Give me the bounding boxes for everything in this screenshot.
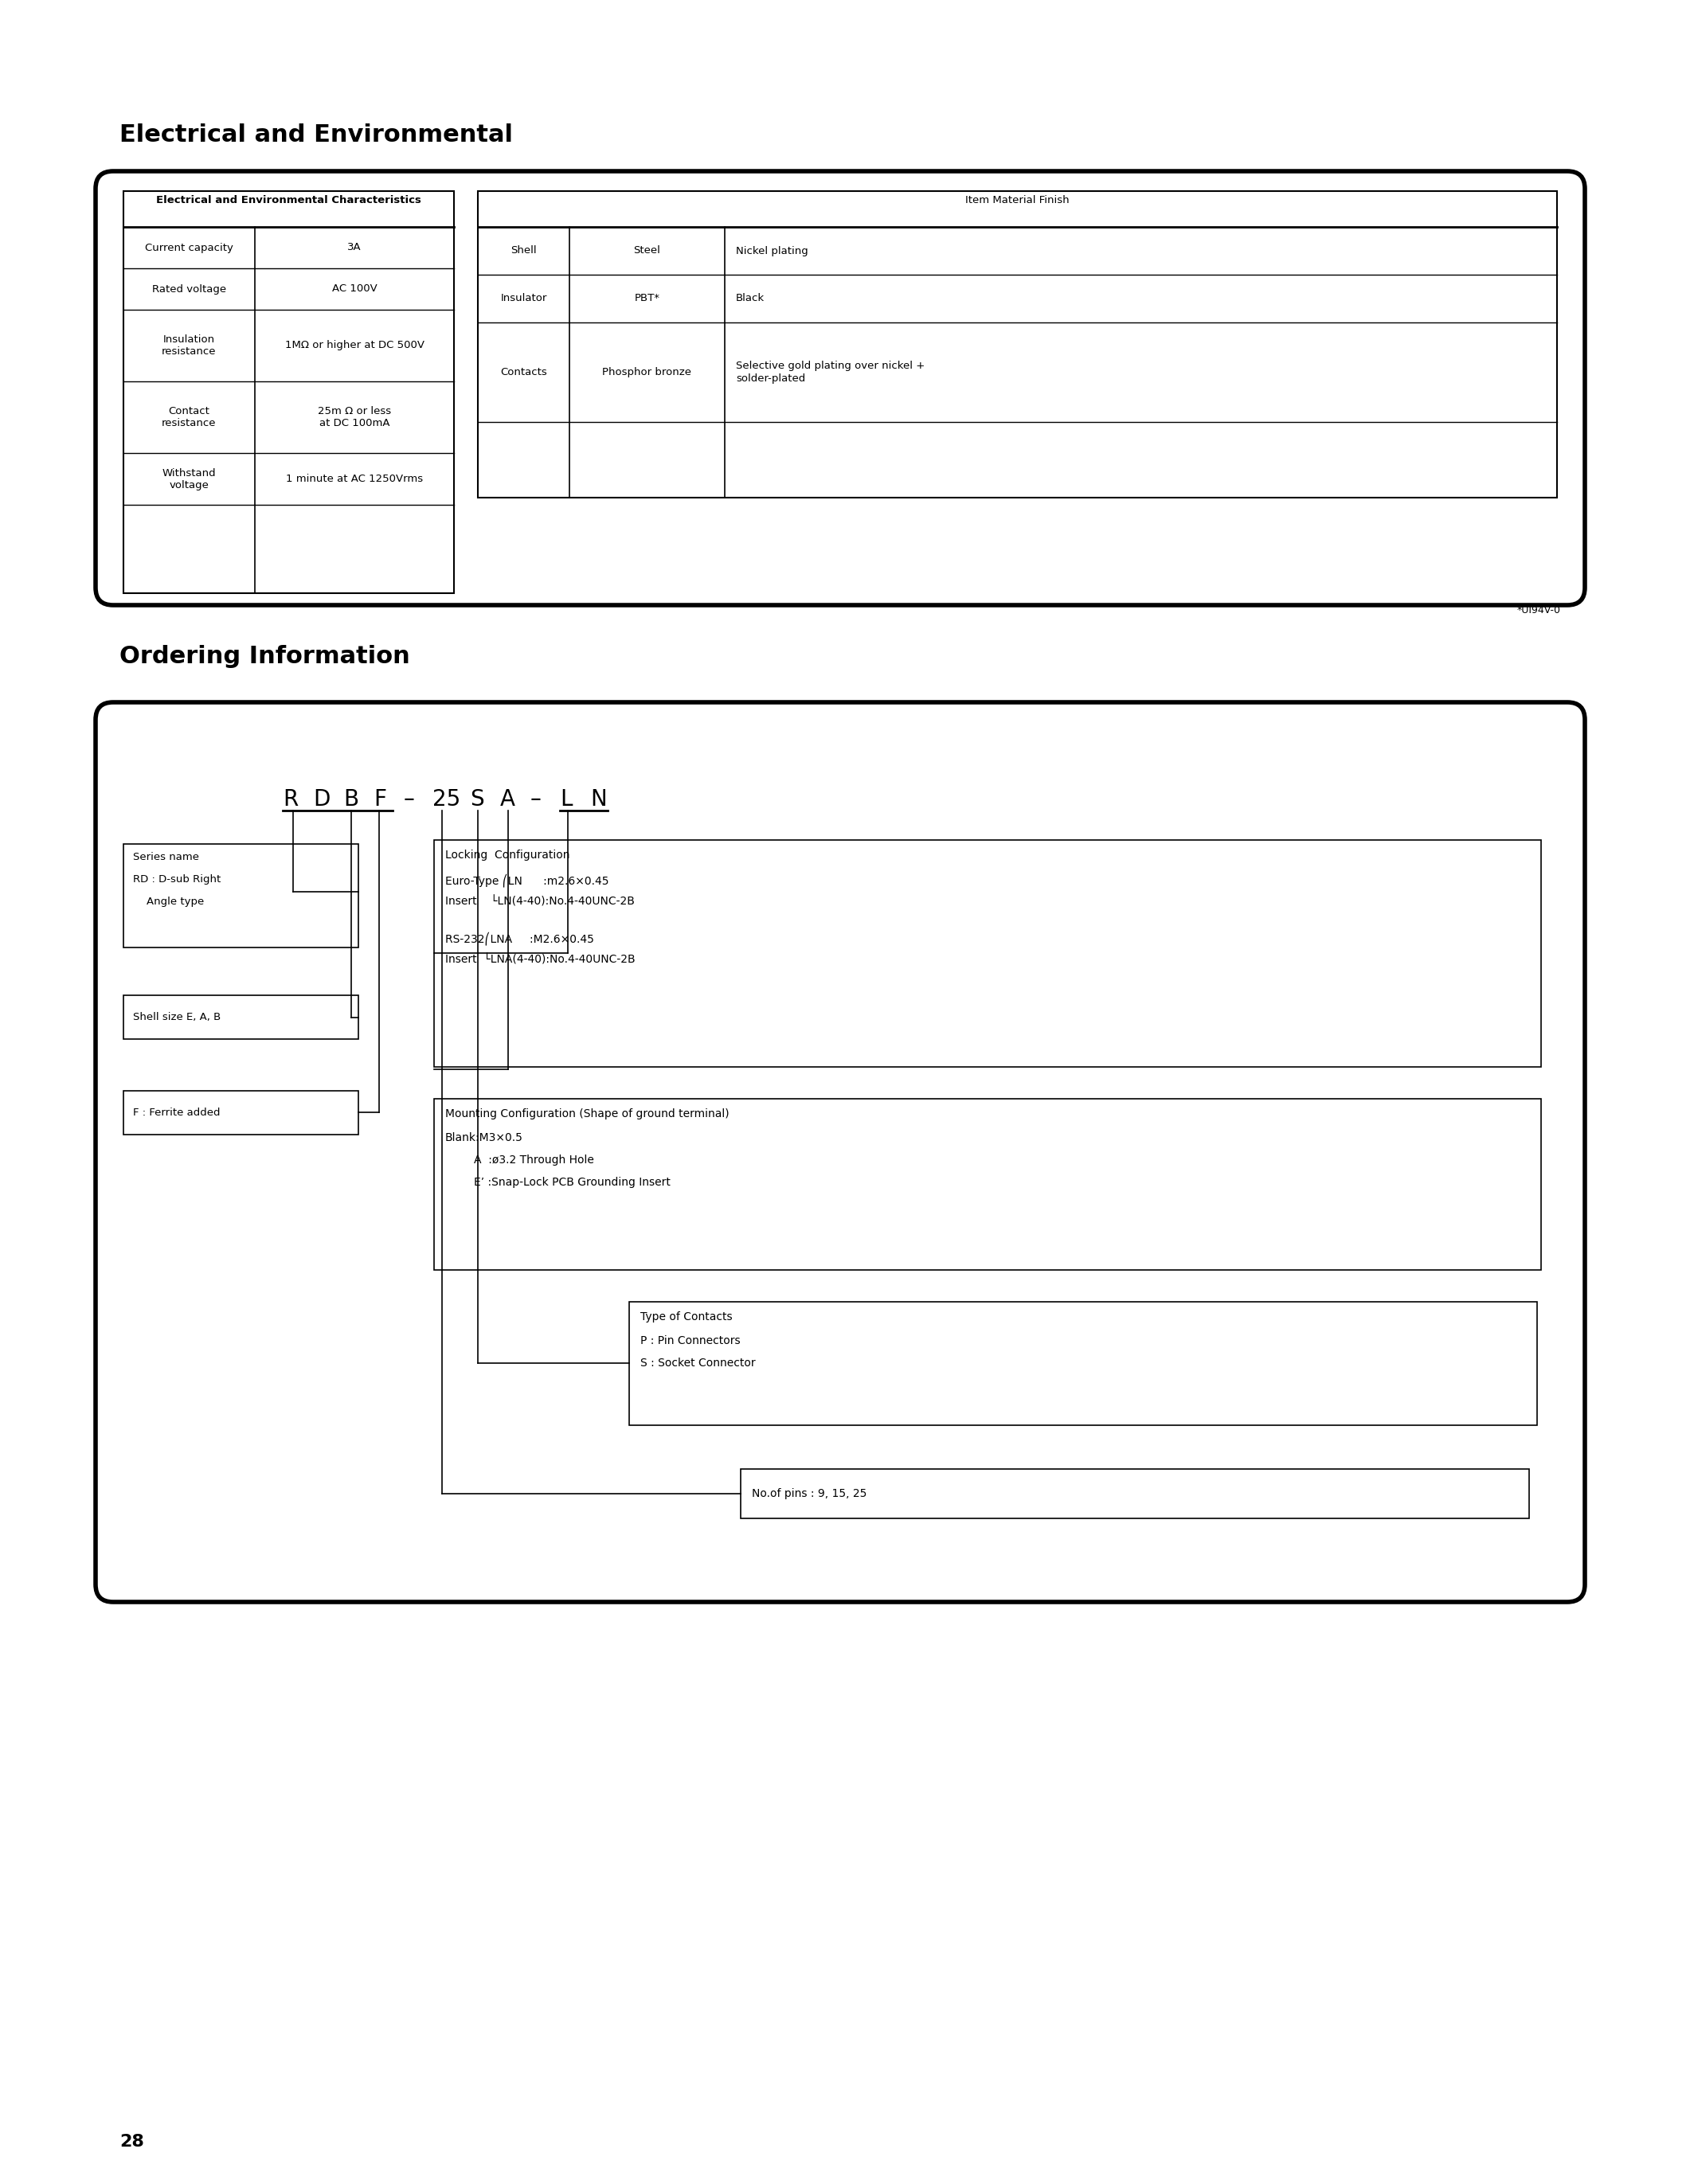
Text: RS-232⎛LNA     :M2.6×0.45: RS-232⎛LNA :M2.6×0.45 <box>444 933 593 946</box>
Text: Insert    └LN(4-40):No.4-40UNC-2B: Insert └LN(4-40):No.4-40UNC-2B <box>444 895 635 906</box>
Text: PBT*: PBT* <box>634 293 659 304</box>
Text: A  :ø3.2 Through Hole: A :ø3.2 Through Hole <box>473 1155 593 1166</box>
Text: 1 minute at AC 1250Vrms: 1 minute at AC 1250Vrms <box>286 474 422 485</box>
Text: Contacts: Contacts <box>500 367 548 378</box>
Bar <box>434 841 1541 1068</box>
Text: Euro-Type ⎛LN      :m2.6×0.45: Euro-Type ⎛LN :m2.6×0.45 <box>444 874 608 887</box>
Text: Item Material Finish: Item Material Finish <box>965 194 1070 205</box>
Text: F : Ferrite added: F : Ferrite added <box>134 1107 220 1118</box>
Text: 3A: 3A <box>348 242 362 253</box>
Text: F: F <box>373 788 387 810</box>
FancyBboxPatch shape <box>96 170 1585 605</box>
Text: RD : D-sub Right: RD : D-sub Right <box>134 874 221 885</box>
Bar <box>123 190 455 594</box>
Text: Ordering Information: Ordering Information <box>120 644 411 668</box>
Text: Electrical and Environmental Characteristics: Electrical and Environmental Characteris… <box>155 194 421 205</box>
Text: Contact
resistance: Contact resistance <box>162 406 216 428</box>
Bar <box>123 1090 358 1136</box>
Text: L: L <box>559 788 573 810</box>
Text: S: S <box>470 788 483 810</box>
Bar <box>740 1470 1529 1518</box>
Text: Selective gold plating over nickel +
solder-plated: Selective gold plating over nickel + sol… <box>735 360 924 384</box>
Text: –: – <box>531 788 541 810</box>
Text: AC 100V: AC 100V <box>331 284 377 295</box>
Text: 28: 28 <box>120 2134 144 2149</box>
Text: Shell size E, A, B: Shell size E, A, B <box>134 1011 221 1022</box>
Text: Current capacity: Current capacity <box>145 242 233 253</box>
Text: P : Pin Connectors: P : Pin Connectors <box>641 1334 740 1345</box>
Text: Mounting Configuration (Shape of ground terminal): Mounting Configuration (Shape of ground … <box>444 1107 728 1120</box>
Text: Series name: Series name <box>134 852 199 863</box>
Text: E’ :Snap-Lock PCB Grounding Insert: E’ :Snap-Lock PCB Grounding Insert <box>473 1177 671 1188</box>
Text: B: B <box>343 788 358 810</box>
Text: Angle type: Angle type <box>134 895 204 906</box>
Text: Black: Black <box>735 293 764 304</box>
Text: Locking  Configuration: Locking Configuration <box>444 850 570 860</box>
Text: N: N <box>590 788 607 810</box>
Text: 1MΩ or higher at DC 500V: 1MΩ or higher at DC 500V <box>284 341 424 352</box>
Bar <box>123 996 358 1040</box>
Text: –: – <box>404 788 414 810</box>
Text: Blank:M3×0.5: Blank:M3×0.5 <box>444 1131 524 1144</box>
Text: Insert  └LNA(4-40):No.4-40UNC-2B: Insert └LNA(4-40):No.4-40UNC-2B <box>444 954 635 965</box>
Text: No.of pins : 9, 15, 25: No.of pins : 9, 15, 25 <box>752 1487 867 1498</box>
Text: Insulation
resistance: Insulation resistance <box>162 334 216 356</box>
Text: 25: 25 <box>433 788 461 810</box>
Text: Shell: Shell <box>510 245 537 256</box>
Text: Rated voltage: Rated voltage <box>152 284 226 295</box>
Text: Steel: Steel <box>634 245 661 256</box>
Text: Insulator: Insulator <box>500 293 548 304</box>
Text: A: A <box>500 788 515 810</box>
Text: Nickel plating: Nickel plating <box>735 245 808 256</box>
FancyBboxPatch shape <box>96 703 1585 1603</box>
Text: 25m Ω or less
at DC 100mA: 25m Ω or less at DC 100mA <box>318 406 390 428</box>
Text: S : Socket Connector: S : Socket Connector <box>641 1358 755 1369</box>
Text: Type of Contacts: Type of Contacts <box>641 1310 732 1324</box>
Text: R: R <box>282 788 297 810</box>
Bar <box>434 1099 1541 1269</box>
Text: D: D <box>313 788 330 810</box>
Text: *UI94V-0: *UI94V-0 <box>1518 605 1562 616</box>
Text: Phosphor bronze: Phosphor bronze <box>603 367 691 378</box>
Text: Withstand
voltage: Withstand voltage <box>162 467 216 489</box>
Bar <box>629 1302 1538 1426</box>
Text: Electrical and Environmental: Electrical and Environmental <box>120 124 512 146</box>
Bar <box>478 190 1556 498</box>
Bar <box>123 843 358 948</box>
